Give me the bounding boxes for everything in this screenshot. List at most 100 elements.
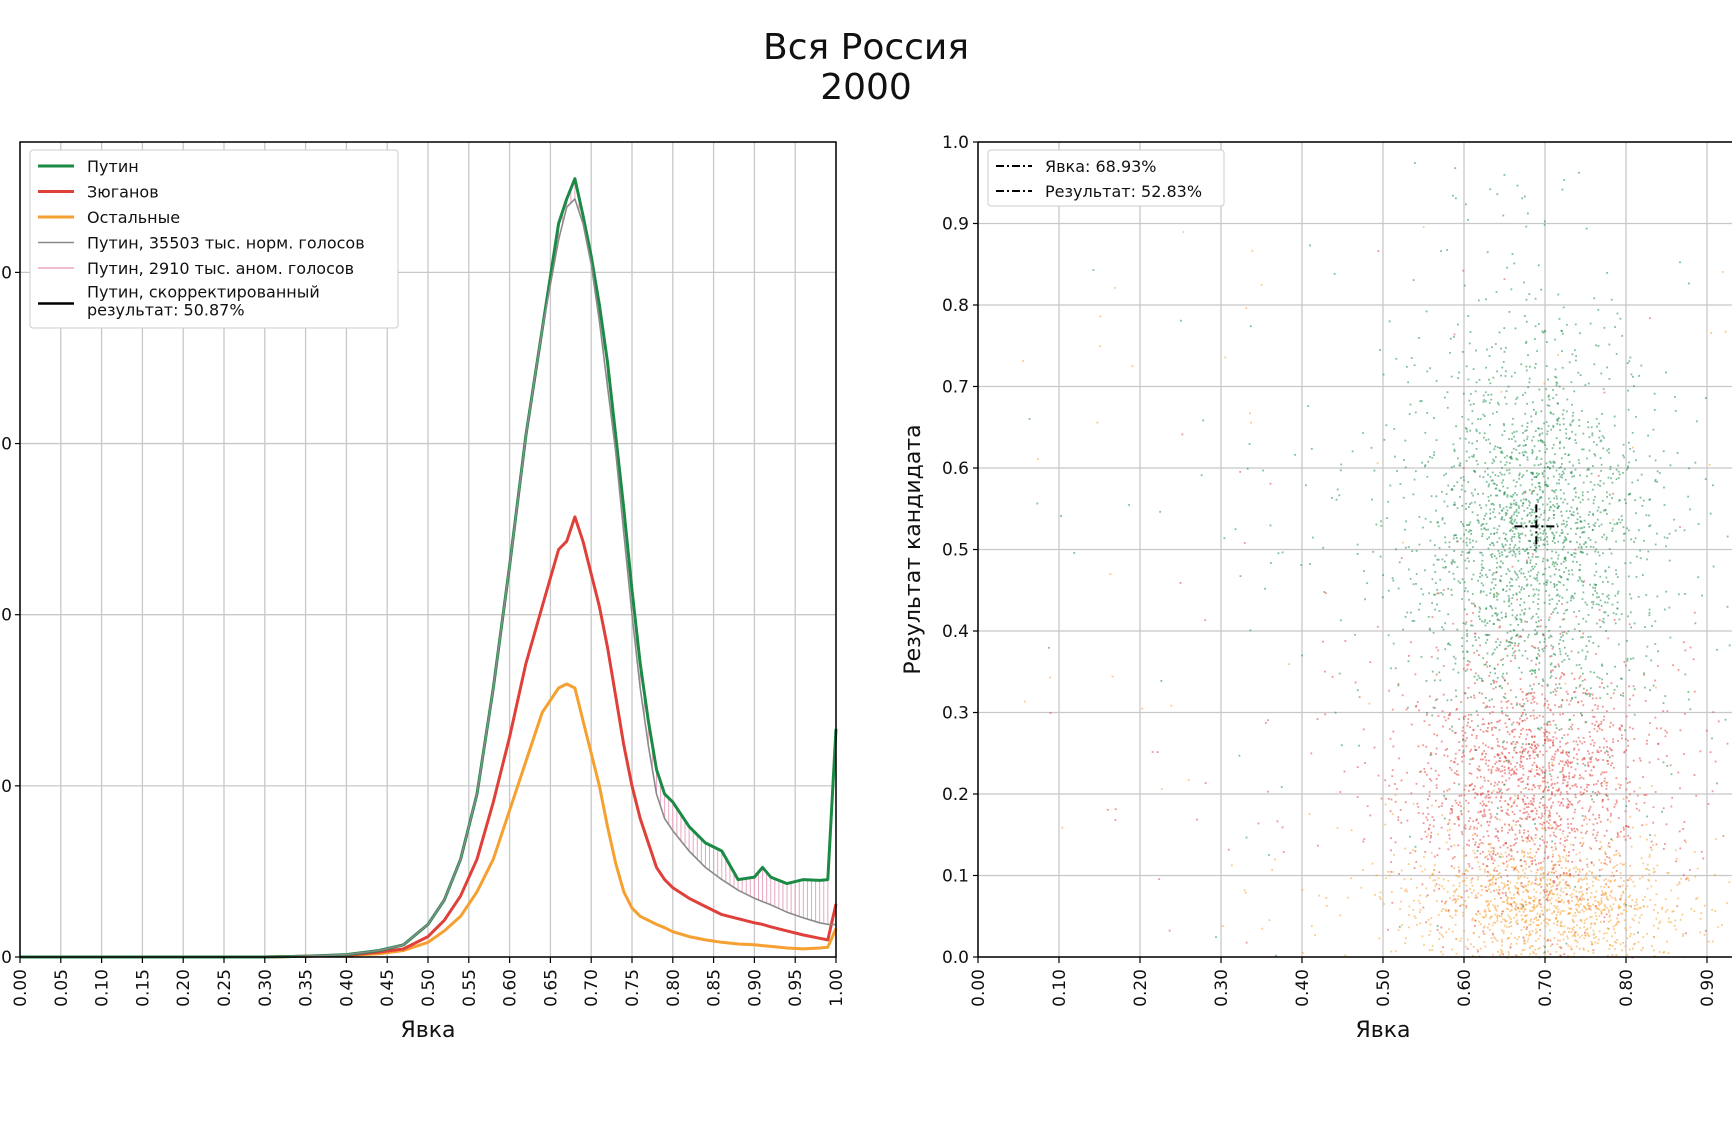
scatter-point — [1532, 714, 1535, 717]
scatter-point — [1468, 763, 1471, 765]
scatter-point — [1510, 522, 1513, 524]
scatter-point — [1705, 729, 1708, 732]
scatter-point — [1498, 760, 1501, 762]
scatter-point — [1567, 693, 1569, 695]
scatter-point — [1513, 813, 1516, 816]
left-x-tick-label: 0.05 — [52, 969, 72, 1007]
scatter-point — [1394, 667, 1397, 670]
scatter-point — [1552, 764, 1555, 767]
scatter-point — [1568, 719, 1571, 721]
left-x-tick-label: 0.55 — [460, 969, 480, 1007]
scatter-point — [1622, 798, 1625, 800]
scatter-point — [1632, 375, 1634, 378]
scatter-point — [1572, 419, 1575, 422]
scatter-point — [1468, 560, 1470, 563]
scatter-point — [1502, 588, 1505, 591]
scatter-point — [1519, 817, 1522, 820]
scatter-point — [1498, 447, 1501, 449]
scatter-point — [1654, 904, 1657, 906]
scatter-point — [1525, 889, 1527, 892]
scatter-point — [1639, 787, 1641, 789]
scatter-point — [1557, 554, 1560, 557]
scatter-point — [1596, 831, 1599, 834]
scatter-point — [1425, 816, 1428, 819]
scatter-point — [1460, 701, 1462, 703]
scatter-point — [1469, 888, 1471, 890]
scatter-point — [1602, 552, 1604, 555]
scatter-point — [1562, 856, 1565, 859]
scatter-point — [1511, 585, 1514, 587]
scatter-point — [1544, 484, 1546, 486]
scatter-point — [1519, 613, 1522, 616]
scatter-point — [1560, 728, 1563, 730]
scatter-point — [1591, 774, 1594, 777]
scatter-point — [1516, 922, 1519, 925]
scatter-point — [1682, 874, 1685, 876]
scatter-point — [1521, 586, 1523, 589]
scatter-point — [1475, 913, 1478, 916]
scatter-point — [1533, 549, 1536, 551]
scatter-point — [1521, 849, 1524, 852]
scatter-point — [1676, 883, 1679, 886]
scatter-point — [1515, 955, 1518, 957]
scatter-point — [1568, 851, 1570, 853]
scatter-point — [1601, 593, 1604, 595]
scatter-point — [1584, 934, 1586, 937]
scatter-point — [1504, 722, 1507, 725]
scatter-point — [1494, 913, 1497, 916]
scatter-point — [1611, 935, 1613, 938]
scatter-point — [1576, 828, 1578, 830]
scatter-point — [1537, 598, 1540, 600]
scatter-point — [1496, 646, 1498, 649]
scatter-point — [1577, 900, 1580, 903]
scatter-point — [1489, 382, 1492, 385]
scatter-point — [1526, 717, 1528, 720]
scatter-point — [1642, 776, 1644, 778]
scatter-point — [1510, 903, 1513, 906]
scatter-point — [1458, 795, 1461, 797]
scatter-point — [1643, 673, 1646, 676]
scatter-point — [1503, 600, 1506, 603]
scatter-point — [1428, 627, 1431, 630]
scatter-point — [1546, 723, 1549, 726]
scatter-point — [1431, 616, 1434, 618]
scatter-point — [1457, 323, 1459, 326]
scatter-point — [1572, 514, 1575, 517]
scatter-point — [1464, 670, 1467, 672]
scatter-point — [1475, 639, 1477, 641]
scatter-point — [1563, 734, 1566, 737]
scatter-point — [1452, 884, 1455, 887]
scatter-point — [1452, 894, 1455, 897]
scatter-point — [1475, 896, 1478, 899]
scatter-point — [1397, 819, 1400, 821]
scatter-point — [1521, 492, 1524, 495]
scatter-point — [1528, 897, 1531, 900]
scatter-point — [1614, 931, 1616, 934]
scatter-point — [1515, 430, 1518, 433]
scatter-point — [1565, 510, 1568, 512]
scatter-point — [1549, 581, 1552, 584]
scatter-point — [1490, 588, 1492, 591]
scatter-point — [1573, 774, 1576, 777]
scatter-point — [1535, 556, 1537, 558]
scatter-point — [1597, 751, 1600, 754]
scatter-point — [1509, 630, 1512, 633]
scatter-point — [1567, 733, 1569, 736]
scatter-point — [1491, 573, 1494, 576]
scatter-point — [1523, 491, 1525, 494]
scatter-point — [1543, 876, 1545, 879]
scatter-point — [1464, 824, 1467, 827]
scatter-point — [1441, 490, 1443, 493]
scatter-point — [1520, 363, 1523, 366]
scatter-point — [1244, 891, 1247, 894]
scatter-point — [1544, 733, 1546, 735]
scatter-point — [1626, 766, 1629, 768]
scatter-point — [1510, 848, 1512, 851]
scatter-point — [1593, 783, 1595, 786]
scatter-point — [1551, 782, 1554, 785]
scatter-point — [1679, 261, 1681, 264]
scatter-point — [1451, 916, 1453, 919]
scatter-point — [1598, 727, 1601, 730]
left-x-ticks: 0.00 0.05 0.10 0.15 0.20 0.25 0.30 0.35 0.40 0.45… — [11, 957, 847, 1007]
